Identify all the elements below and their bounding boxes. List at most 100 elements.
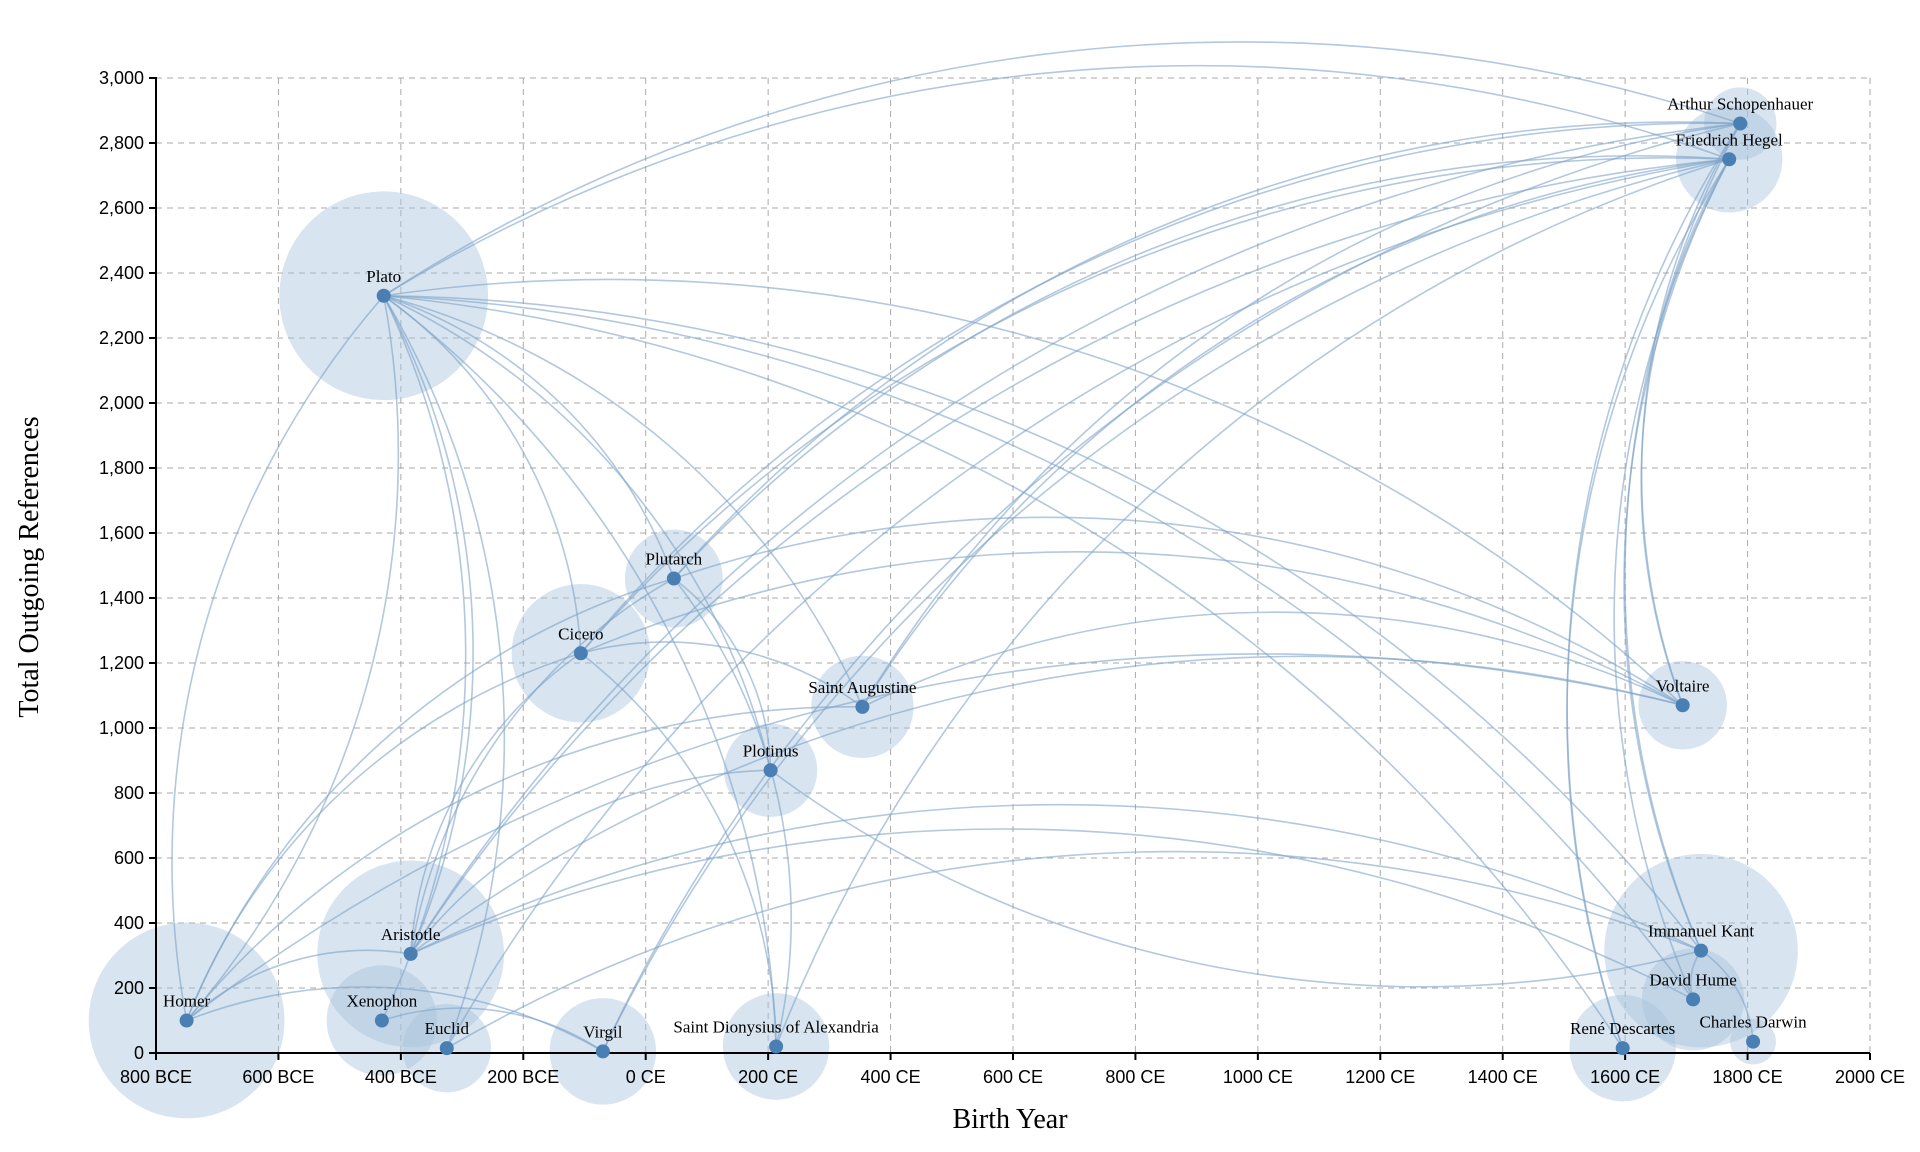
y-tick-label: 1,800	[99, 458, 144, 478]
reference-link	[410, 828, 1694, 1001]
y-tick-label: 600	[114, 848, 144, 868]
reference-link	[383, 294, 1694, 1000]
reference-link	[446, 850, 1702, 1049]
label-plato: Plato	[366, 267, 401, 286]
reference-link	[383, 64, 1730, 297]
reference-link	[383, 294, 1702, 952]
reference-link	[673, 577, 772, 771]
reference-link	[186, 295, 400, 1022]
reference-link	[1640, 158, 1730, 706]
x-tick-label: 1400 CE	[1468, 1067, 1538, 1087]
reference-link	[775, 158, 1730, 1047]
reference-link	[1623, 158, 1730, 951]
reference-link	[383, 278, 1684, 706]
reference-link	[1624, 123, 1741, 951]
y-tick-label: 1,200	[99, 653, 144, 673]
point-plutarch[interactable]	[666, 571, 681, 586]
y-tick-label: 2,600	[99, 198, 144, 218]
reference-link	[862, 611, 1684, 708]
x-tick-label: 1000 CE	[1223, 1067, 1293, 1087]
reference-link	[1613, 158, 1730, 1000]
reference-link	[861, 122, 1741, 708]
x-tick-label: 0 CE	[626, 1067, 666, 1087]
point-saint-dionysius-of-alexandria[interactable]	[769, 1039, 784, 1054]
point-cicero[interactable]	[573, 646, 588, 661]
point-friedrich-hegel[interactable]	[1722, 152, 1737, 167]
label-rene-descartes: René Descartes	[1570, 1019, 1675, 1038]
y-tick-label: 2,200	[99, 328, 144, 348]
reference-link	[770, 769, 1702, 988]
reference-link	[409, 577, 675, 955]
y-tick-label: 800	[114, 783, 144, 803]
reference-link	[186, 949, 411, 1022]
axes: 800 BCE 600 BCE 400 BCE 200 BCE 0 CE 200 CE 40…	[99, 68, 1905, 1087]
point-rene-descartes[interactable]	[1615, 1041, 1630, 1056]
point-euclid[interactable]	[439, 1041, 454, 1056]
reference-link	[580, 157, 1730, 654]
label-charles-darwin: Charles Darwin	[1699, 1013, 1807, 1032]
x-tick-label: 600 CE	[983, 1067, 1043, 1087]
label-saint-augustine: Saint Augustine	[808, 678, 916, 697]
reference-link	[409, 158, 1730, 955]
reference-link	[383, 295, 506, 1049]
x-tick-label: 200 CE	[738, 1067, 798, 1087]
reference-link	[580, 551, 1684, 706]
point-voltaire[interactable]	[1675, 698, 1690, 713]
point-xenophon[interactable]	[374, 1013, 389, 1028]
x-tick-label: 2000 CE	[1835, 1067, 1905, 1087]
point-immanuel-kant[interactable]	[1694, 943, 1709, 958]
reference-link	[602, 158, 1730, 1052]
point-plato[interactable]	[376, 288, 391, 303]
label-virgil: Virgil	[583, 1022, 623, 1041]
point-homer[interactable]	[179, 1013, 194, 1028]
x-tick-label: 400 BCE	[365, 1067, 437, 1087]
point-saint-augustine[interactable]	[855, 699, 870, 714]
reference-link	[383, 295, 777, 1047]
reference-link	[673, 121, 1741, 580]
reference-link	[409, 652, 582, 954]
label-aristotle: Aristotle	[381, 925, 441, 944]
y-tick-label: 200	[114, 978, 144, 998]
reference-link	[1700, 949, 1754, 1042]
point-aristotle[interactable]	[403, 946, 418, 961]
y-tick-label: 1,600	[99, 523, 144, 543]
reference-link	[602, 122, 1741, 1052]
x-tick-label: 600 BCE	[242, 1067, 314, 1087]
node-halos	[88, 87, 1798, 1119]
x-axis-title: Birth Year	[952, 1104, 1068, 1135]
y-tick-label: 1,400	[99, 588, 144, 608]
point-virgil[interactable]	[595, 1044, 610, 1059]
reference-link	[171, 295, 385, 1021]
label-xenophon: Xenophon	[346, 992, 417, 1011]
reference-link	[580, 122, 1741, 654]
label-euclid: Euclid	[425, 1019, 470, 1038]
label-arthur-schopenhauer: Arthur Schopenhauer	[1667, 95, 1813, 114]
label-friedrich-hegel: Friedrich Hegel	[1676, 130, 1783, 149]
label-voltaire: Voltaire	[1656, 676, 1710, 695]
y-tick-label: 0	[134, 1043, 144, 1063]
y-tick-label: 2,000	[99, 393, 144, 413]
point-plotinus[interactable]	[763, 763, 778, 778]
reference-link	[383, 295, 772, 771]
label-cicero: Cicero	[558, 624, 603, 643]
label-plotinus: Plotinus	[743, 741, 799, 760]
reference-link	[446, 158, 1730, 1049]
label-david-hume: David Hume	[1649, 970, 1736, 989]
y-tick-label: 1,000	[99, 718, 144, 738]
x-tick-label: 1600 CE	[1590, 1067, 1660, 1087]
x-tick-label: 400 CE	[861, 1067, 921, 1087]
reference-link	[673, 155, 1730, 580]
reference-link	[383, 294, 1624, 1049]
reference-link	[381, 295, 467, 1021]
y-tick-label: 3,000	[99, 68, 144, 88]
label-saint-dionysius-of-alexandria: Saint Dionysius of Alexandria	[673, 1018, 879, 1037]
reference-link	[381, 1007, 604, 1053]
point-charles-darwin[interactable]	[1746, 1034, 1761, 1049]
point-arthur-schopenhauer[interactable]	[1733, 116, 1748, 131]
node-labels: Homer Plato Xenophon Aristotle Euclid Cicero V…	[163, 95, 1813, 1042]
reference-link	[383, 41, 1741, 297]
point-david-hume[interactable]	[1686, 992, 1701, 1007]
reference-link	[410, 803, 1702, 955]
reference-link	[1566, 123, 1741, 1049]
